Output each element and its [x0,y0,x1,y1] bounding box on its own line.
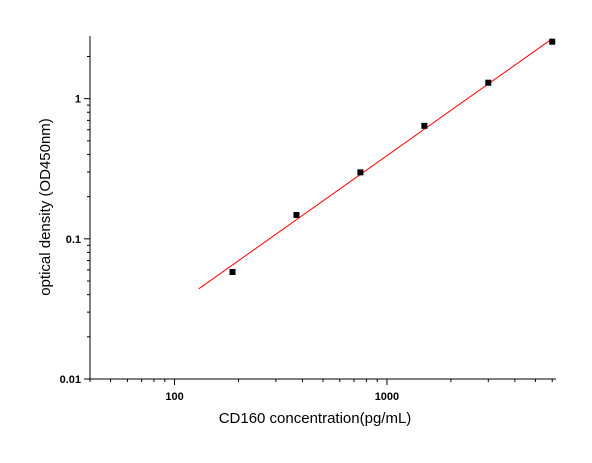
x-tick-label: 1000 [375,391,399,403]
data-point [357,169,364,176]
fit-line [198,38,553,290]
x-axis-title: CD160 concentration(pg/mL) [219,410,412,427]
y-tick-label: 1 [75,94,81,106]
data-point [549,38,556,45]
y-axis-title: optical density (OD450nm) [37,118,54,296]
y-tick-label: 0.01 [60,374,81,386]
x-tick-label: 100 [165,391,183,403]
y-tick-label: 0.1 [66,234,81,246]
data-point [293,211,300,218]
label-layer: 100 1000 0.01 0.1 1 CD160 concentration(pg/mL… [37,94,411,427]
axes-layer [89,36,556,380]
points-layer [229,38,556,275]
data-point [229,268,236,275]
fit-layer [198,38,553,290]
data-point [421,122,428,129]
tick-layer [84,55,553,385]
data-point [485,79,492,86]
